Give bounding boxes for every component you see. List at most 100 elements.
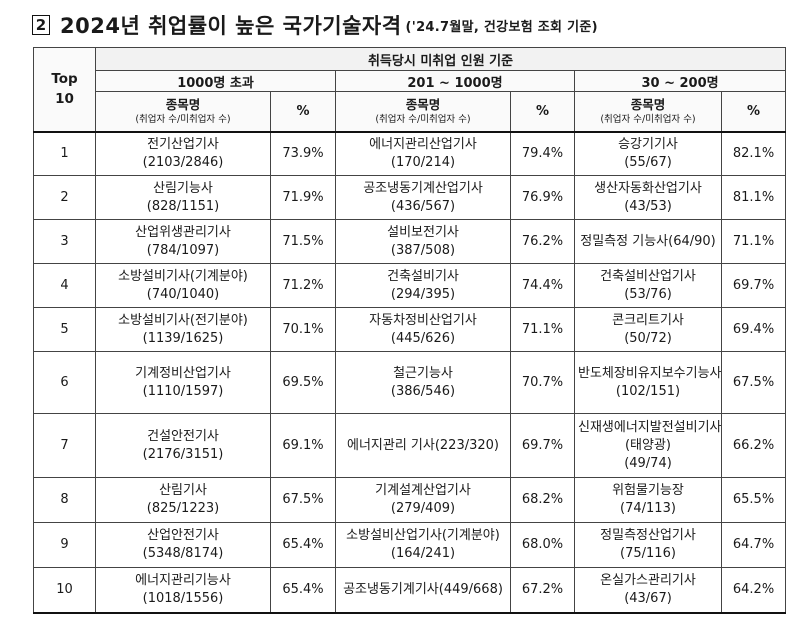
employment-rate-cell-2: 69.7%: [510, 413, 575, 478]
name-col-label: 종목명: [405, 96, 441, 112]
cert-name: 건설안전기사: [147, 428, 219, 444]
name-col-label: 종목명: [165, 96, 201, 112]
employment-rate-cell-3: 64.2%: [720, 567, 787, 614]
cert-name: 에너지관리기능사: [135, 572, 231, 588]
cert-name-cell-2: 공조냉동기계산업기사 (436/567): [335, 175, 511, 220]
employment-rate-cell-1: 65.4%: [270, 567, 336, 614]
cert-name: 소방설비기사(기계분야): [118, 268, 248, 284]
employment-rate-cell-1: 69.5%: [270, 351, 336, 414]
employment-rate-cell-1: 65.4%: [270, 522, 336, 568]
rank-header-label: Top10: [51, 71, 78, 108]
cert-name-cell-2: 건축설비기사 (294/395): [335, 263, 511, 308]
cert-name-cell-2: 공조냉동기계기사(449/668): [335, 567, 511, 614]
cert-name-cell-1: 소방설비기사(기계분야) (740/1040): [95, 263, 271, 308]
cert-name-cell-2: 에너지관리 기사(223/320): [335, 413, 511, 478]
cert-name: 철근기능사: [393, 365, 453, 381]
cert-counts: (1139/1625): [142, 330, 224, 346]
employment-rate-cell-3: 66.2%: [720, 413, 787, 478]
title-main: 2024년 취업률이 높은 국가기술자격: [60, 14, 402, 38]
cert-name-cell-1: 산업안전기사 (5348/8174): [95, 522, 271, 568]
cert-name-cell-2: 기계설계산업기사 (279/409): [335, 477, 511, 523]
rank-cell: 7: [33, 413, 96, 478]
employment-rate-cell-1: 67.5%: [270, 477, 336, 523]
table-row: 1 전기산업기사 (2103/2846) 73.9% 에너지관리산업기사 (170/214…: [33, 131, 787, 176]
cert-name: 공조냉동기계기사(449/668): [343, 581, 503, 597]
name-col-header-2: 종목명 (취업자 수/미취업자 수): [335, 91, 511, 133]
cert-counts: (294/395): [390, 286, 456, 302]
cert-name-cell-3: 콘크리트기사 (50/72): [574, 307, 722, 352]
cert-counts: (1018/1556): [142, 590, 224, 606]
employment-rate-cell-3: 67.5%: [720, 351, 787, 414]
cert-counts: (825/1223): [146, 501, 220, 516]
title-subtitle: ('24.7월말, 건강보험 조회 기준): [405, 19, 598, 35]
rank-cell: 5: [33, 307, 96, 352]
cert-name-cell-2: 설비보전기사 (387/508): [335, 219, 511, 264]
group-header: 취득당시 미취업 인원 기준: [94, 47, 787, 71]
cert-counts: (5348/8174): [142, 546, 224, 561]
cert-name-cell-1: 산림기사 (825/1223): [95, 477, 271, 523]
cert-counts: (74/113): [620, 501, 676, 516]
employment-rate-cell-2: 71.1%: [510, 307, 575, 352]
cert-counts: (436/567): [390, 198, 456, 214]
cert-counts: (387/508): [390, 242, 456, 258]
employment-rate-cell-3: 81.1%: [720, 175, 787, 220]
cert-name: 에너지관리산업기사: [369, 136, 477, 152]
certification-employment-table: Top10 취득당시 미취업 인원 기준 1000명 초과 201 ~ 1000…: [33, 47, 787, 614]
cert-name-cell-3: 반도체장비유지보수기능사 (102/151): [574, 351, 722, 414]
rank-cell: 2: [33, 175, 96, 220]
cert-name: 위험물기능장: [612, 483, 684, 498]
cert-name-cell-3: 정밀측정산업기사(75/116): [574, 522, 722, 568]
band-header-3: 30 ~ 200명: [573, 70, 787, 92]
cert-name: 반도체장비유지보수기능사: [578, 365, 722, 381]
cert-name-cell-3: 승강기기사 (55/67): [574, 131, 722, 176]
cert-name: 산업안전기사: [147, 528, 219, 543]
rank-cell: 9: [33, 522, 96, 568]
name-col-header-1: 종목명 (취업자 수/미취업자 수): [95, 91, 271, 133]
cert-name: 온실가스관리기사(43/67): [600, 572, 696, 606]
cert-counts: (445/626): [390, 330, 456, 346]
cert-name: 콘크리트기사: [612, 312, 684, 328]
cert-counts: (2176/3151): [142, 446, 224, 462]
employment-rate-cell-3: 65.5%: [720, 477, 787, 523]
table-row: 3 산업위생관리기사 (784/1097) 71.5% 설비보전기사 (387/508) 7…: [33, 219, 787, 264]
cert-name: 공조냉동기계산업기사: [363, 180, 483, 196]
cert-counts: (828/1151): [146, 198, 220, 214]
cert-name-cell-3: 정밀측정 기능사(64/90): [574, 219, 722, 264]
employment-rate-cell-2: 67.2%: [510, 567, 575, 614]
cert-name: 승강기기사: [618, 136, 678, 152]
cert-name: 정밀측정산업기사(75/116): [600, 528, 696, 561]
cert-name-cell-2: 철근기능사 (386/546): [335, 351, 511, 414]
cert-counts: (279/409): [390, 501, 456, 516]
cert-name-cell-2: 에너지관리산업기사 (170/214): [335, 131, 511, 176]
cert-name-cell-1: 산업위생관리기사 (784/1097): [95, 219, 271, 264]
pct-col-header-1: %: [270, 91, 336, 133]
band-header-2: 201 ~ 1000명: [335, 70, 575, 92]
table-row: 5 소방설비기사(전기분야) (1139/1625) 70.1% 자동차정비산업기사 (4…: [33, 307, 787, 352]
cert-name-cell-1: 기계정비산업기사 (1110/1597): [95, 351, 271, 414]
employment-rate-cell-3: 71.1%: [720, 219, 787, 264]
employment-rate-cell-2: 74.4%: [510, 263, 575, 308]
table-row: 2 산림기능사 (828/1151) 71.9% 공조냉동기계산업기사 (436/567)…: [33, 175, 787, 220]
cert-name: 소방설비산업기사(기계분야)(164/241): [346, 528, 500, 561]
cert-name: 정밀측정 기능사(64/90): [580, 233, 716, 249]
cert-name: 건축설비기사: [387, 268, 459, 284]
cert-name-cell-3: 신재생에너지발전설비기사(태양광) (49/74): [574, 413, 722, 478]
cert-name: 기계설계산업기사: [375, 483, 471, 498]
cert-counts: (2103/2846): [142, 154, 224, 170]
cert-name: 설비보전기사: [387, 224, 459, 240]
cert-name: 산림기사: [159, 483, 207, 498]
table-row: 4 소방설비기사(기계분야) (740/1040) 71.2% 건축설비기사 (294/3…: [33, 263, 787, 308]
cert-name-cell-2: 소방설비산업기사(기계분야)(164/241): [335, 522, 511, 568]
cert-name: 기계정비산업기사: [135, 365, 231, 381]
cert-name-cell-2: 자동차정비산업기사 (445/626): [335, 307, 511, 352]
cert-name: 소방설비기사(전기분야): [118, 312, 248, 328]
name-col-sublabel: (취업자 수/미취업자 수): [135, 113, 231, 125]
name-col-sublabel: (취업자 수/미취업자 수): [600, 113, 696, 125]
pct-col-header-3: %: [720, 91, 787, 133]
employment-rate-cell-2: 68.0%: [510, 522, 575, 568]
table-row: 8 산림기사 (825/1223) 67.5% 기계설계산업기사 (279/409) 68.…: [33, 477, 787, 523]
cert-name-cell-1: 전기산업기사 (2103/2846): [95, 131, 271, 176]
table-row: 7 건설안전기사 (2176/3151) 69.1% 에너지관리 기사(223/320)…: [33, 413, 787, 478]
rank-cell: 4: [33, 263, 96, 308]
table-body: 1 전기산업기사 (2103/2846) 73.9% 에너지관리산업기사 (170/214…: [33, 131, 787, 614]
